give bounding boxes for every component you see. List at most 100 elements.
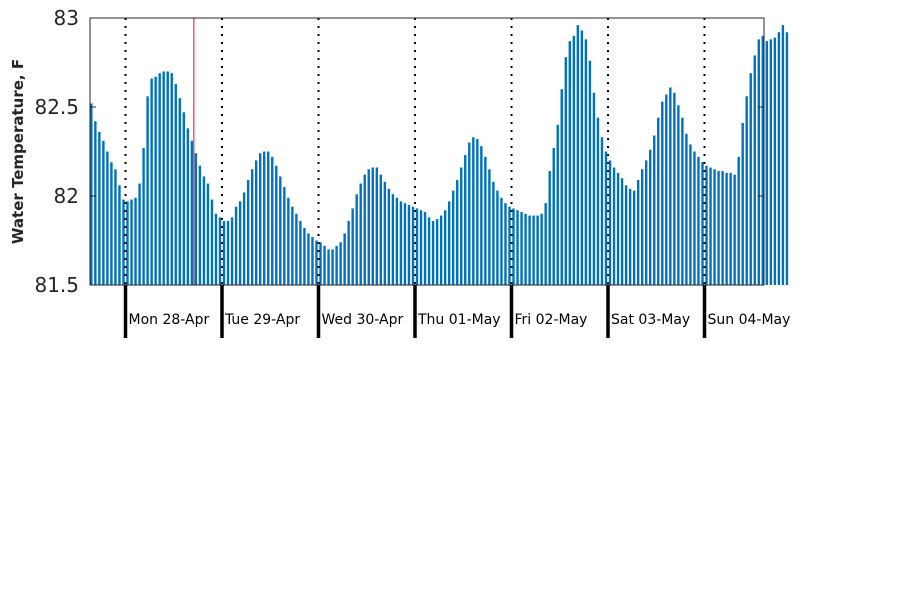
- day-label: Sun 04-May: [708, 312, 791, 328]
- day-label: Wed 30-Apr: [322, 312, 404, 328]
- bar: [520, 212, 523, 285]
- bar: [451, 190, 455, 285]
- y-axis-title: Water Temperature, F: [9, 59, 27, 244]
- bar-series: [90, 25, 789, 286]
- bar: [287, 197, 290, 285]
- bar: [254, 160, 258, 285]
- bar: [592, 92, 596, 285]
- x-axis-day-ticks: [123, 285, 707, 338]
- bar: [427, 217, 431, 285]
- bar: [339, 242, 342, 285]
- bar: [118, 185, 121, 285]
- bar: [536, 215, 539, 285]
- bar: [556, 124, 559, 285]
- bar: [737, 156, 740, 285]
- bar: [644, 160, 648, 285]
- y-tick-label: 81.5: [34, 273, 79, 297]
- bar: [359, 183, 362, 285]
- bar: [279, 176, 282, 285]
- bar: [323, 245, 326, 285]
- bar: [532, 215, 535, 285]
- bar: [327, 249, 330, 285]
- bar: [669, 87, 672, 285]
- bar: [299, 220, 302, 285]
- bar: [552, 147, 555, 285]
- bar: [170, 73, 173, 286]
- bar: [154, 76, 157, 286]
- bar: [319, 242, 322, 285]
- bar: [604, 151, 608, 285]
- bar: [271, 156, 274, 285]
- bar: [564, 57, 567, 285]
- bar: [202, 176, 206, 285]
- bar: [697, 156, 700, 285]
- bar: [399, 201, 403, 285]
- bar: [476, 139, 479, 285]
- bar: [250, 169, 254, 285]
- bar: [307, 233, 310, 285]
- bar: [343, 233, 346, 285]
- bar: [182, 112, 186, 285]
- bar: [258, 153, 262, 285]
- bar: [568, 41, 572, 285]
- bar: [488, 169, 491, 285]
- bar: [733, 174, 736, 285]
- bar: [214, 213, 218, 285]
- bar: [508, 206, 511, 285]
- bar: [122, 199, 125, 285]
- bar: [379, 174, 383, 285]
- y-tick-label: 83: [54, 6, 79, 30]
- bar: [612, 167, 616, 285]
- bar: [98, 131, 101, 285]
- bar: [222, 220, 226, 285]
- bar: [347, 220, 350, 285]
- bar: [661, 101, 664, 285]
- bar: [649, 149, 652, 285]
- bar: [560, 89, 563, 285]
- bar: [114, 169, 117, 285]
- bar: [238, 201, 242, 285]
- bar: [769, 39, 773, 285]
- bar: [166, 71, 169, 286]
- day-label: Thu 01-May: [417, 312, 501, 328]
- bar: [275, 165, 278, 285]
- bar: [126, 201, 129, 285]
- bar: [741, 123, 744, 286]
- bar: [395, 197, 399, 285]
- bar: [504, 203, 507, 285]
- bar: [713, 169, 716, 285]
- bar: [516, 210, 519, 285]
- bar: [363, 174, 366, 285]
- bar: [130, 199, 133, 285]
- bar: [134, 197, 137, 285]
- bar: [94, 121, 97, 286]
- bar: [544, 203, 547, 285]
- bar: [295, 213, 298, 285]
- bar: [102, 140, 105, 285]
- bar: [106, 151, 109, 285]
- bar: [616, 172, 620, 285]
- bar: [242, 192, 246, 285]
- bar: [540, 213, 543, 285]
- bar: [576, 25, 580, 286]
- bar: [210, 199, 214, 285]
- plot-area-frame: [89, 17, 765, 286]
- bar: [218, 217, 222, 285]
- bar: [681, 117, 684, 286]
- bar: [636, 179, 640, 285]
- bar: [439, 215, 443, 285]
- bar: [283, 187, 286, 285]
- bar: [150, 78, 153, 286]
- x-axis-day-labels: Mon 28-Apr Tue 29-Apr Wed 30-Apr Thu 01-May…: [129, 312, 791, 328]
- bar: [226, 220, 230, 285]
- bar: [484, 156, 487, 285]
- bar: [303, 228, 306, 285]
- bar: [721, 171, 724, 285]
- bar: [411, 206, 415, 285]
- bar: [548, 171, 551, 285]
- bar: [419, 210, 423, 285]
- bar: [725, 172, 728, 285]
- bar: [673, 92, 676, 285]
- bar: [705, 165, 708, 285]
- bar: [162, 71, 165, 286]
